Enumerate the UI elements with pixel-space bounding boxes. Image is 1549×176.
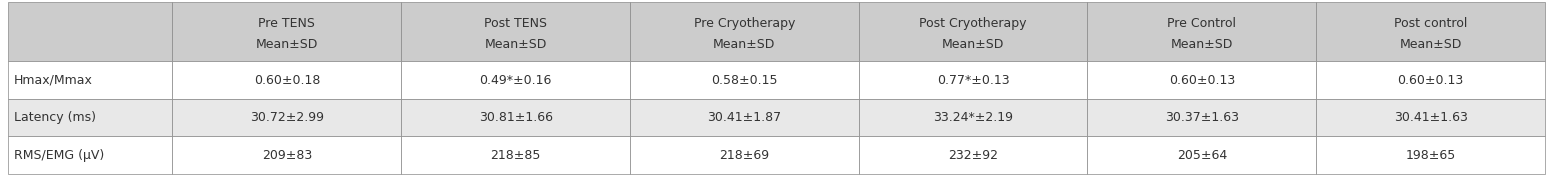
Bar bbox=[401, 61, 630, 99]
Bar bbox=[1317, 136, 1544, 174]
Bar bbox=[401, 99, 630, 136]
Text: 33.24*±2.19: 33.24*±2.19 bbox=[932, 111, 1013, 124]
Text: 0.49*±0.16: 0.49*±0.16 bbox=[479, 74, 551, 87]
Bar bbox=[630, 2, 858, 61]
Text: 205±64: 205±64 bbox=[1177, 149, 1227, 162]
Bar bbox=[1317, 99, 1544, 136]
Bar bbox=[630, 61, 858, 99]
Bar bbox=[630, 99, 858, 136]
Bar bbox=[172, 2, 401, 61]
Text: Pre TENS: Pre TENS bbox=[259, 17, 316, 30]
Text: Post control: Post control bbox=[1394, 17, 1467, 30]
Text: 209±83: 209±83 bbox=[262, 149, 311, 162]
Bar bbox=[1087, 2, 1317, 61]
Bar bbox=[858, 2, 1087, 61]
Bar bbox=[8, 61, 172, 99]
Bar bbox=[172, 61, 401, 99]
Text: 218±69: 218±69 bbox=[719, 149, 770, 162]
Text: Post Cryotherapy: Post Cryotherapy bbox=[920, 17, 1027, 30]
Bar bbox=[8, 99, 172, 136]
Bar bbox=[1317, 2, 1544, 61]
Text: Post TENS: Post TENS bbox=[485, 17, 547, 30]
Bar bbox=[630, 136, 858, 174]
Bar bbox=[858, 136, 1087, 174]
Bar bbox=[401, 136, 630, 174]
Text: 30.37±1.63: 30.37±1.63 bbox=[1165, 111, 1239, 124]
Text: 198±65: 198±65 bbox=[1405, 149, 1456, 162]
Text: Pre Control: Pre Control bbox=[1168, 17, 1236, 30]
Text: Mean±SD: Mean±SD bbox=[713, 38, 776, 51]
Text: Latency (ms): Latency (ms) bbox=[14, 111, 96, 124]
Bar bbox=[172, 136, 401, 174]
Text: Mean±SD: Mean±SD bbox=[1399, 38, 1462, 51]
Text: 0.60±0.13: 0.60±0.13 bbox=[1169, 74, 1235, 87]
Text: Mean±SD: Mean±SD bbox=[942, 38, 1004, 51]
Bar bbox=[172, 99, 401, 136]
Bar bbox=[858, 61, 1087, 99]
Bar bbox=[1087, 99, 1317, 136]
Text: 0.77*±0.13: 0.77*±0.13 bbox=[937, 74, 1010, 87]
Text: Mean±SD: Mean±SD bbox=[1171, 38, 1233, 51]
Text: Pre Cryotherapy: Pre Cryotherapy bbox=[694, 17, 795, 30]
Text: 218±85: 218±85 bbox=[491, 149, 541, 162]
Text: 30.72±2.99: 30.72±2.99 bbox=[249, 111, 324, 124]
Text: Mean±SD: Mean±SD bbox=[485, 38, 547, 51]
Text: Hmax/Mmax: Hmax/Mmax bbox=[14, 74, 93, 87]
Text: 0.60±0.13: 0.60±0.13 bbox=[1397, 74, 1464, 87]
Bar bbox=[858, 99, 1087, 136]
Text: 30.81±1.66: 30.81±1.66 bbox=[479, 111, 553, 124]
Bar bbox=[1087, 136, 1317, 174]
Text: 30.41±1.87: 30.41±1.87 bbox=[708, 111, 781, 124]
Bar bbox=[401, 2, 630, 61]
Bar bbox=[1317, 61, 1544, 99]
Bar bbox=[8, 136, 172, 174]
Text: 0.58±0.15: 0.58±0.15 bbox=[711, 74, 778, 87]
Text: RMS/EMG (μV): RMS/EMG (μV) bbox=[14, 149, 104, 162]
Bar bbox=[1087, 61, 1317, 99]
Text: 0.60±0.18: 0.60±0.18 bbox=[254, 74, 321, 87]
Bar bbox=[8, 2, 172, 61]
Text: Mean±SD: Mean±SD bbox=[256, 38, 318, 51]
Text: 232±92: 232±92 bbox=[948, 149, 998, 162]
Text: 30.41±1.63: 30.41±1.63 bbox=[1394, 111, 1467, 124]
